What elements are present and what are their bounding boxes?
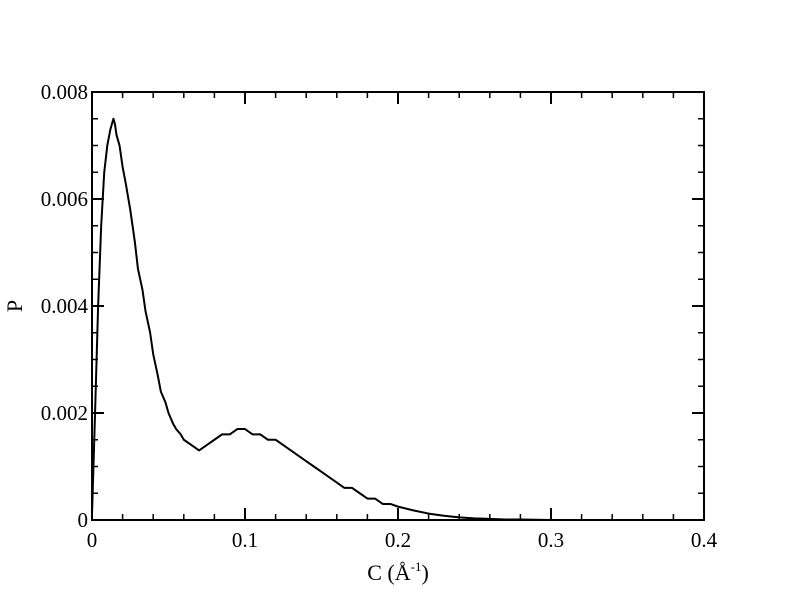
- x-axis-title-main: C (Å: [367, 560, 411, 585]
- x-tick-label: 0.2: [385, 528, 411, 552]
- x-tick-label: 0: [87, 528, 98, 552]
- x-axis-title-end: ): [421, 560, 428, 585]
- plot-frame: [91, 91, 705, 521]
- y-axis-title: P: [2, 300, 27, 312]
- x-axis-title-sup: -1: [411, 559, 422, 574]
- tick-labels: 0 0.1 0.2 0.3 0.4 0 0.002 0.004 0.006 0.008: [41, 80, 718, 552]
- series-line: [91, 117, 582, 521]
- x-tick-label: 0.1: [232, 528, 258, 552]
- axis-ticks: [91, 91, 705, 521]
- y-tick-label: 0.004: [41, 294, 89, 318]
- x-tick-label: 0.4: [691, 528, 718, 552]
- y-tick-label: 0.002: [41, 401, 88, 425]
- x-tick-label: 0.3: [538, 528, 564, 552]
- y-tick-label: 0.006: [41, 187, 88, 211]
- y-tick-label: 0: [78, 508, 89, 532]
- x-axis-title: C (Å-1): [367, 559, 429, 585]
- y-tick-label: 0.008: [41, 80, 88, 104]
